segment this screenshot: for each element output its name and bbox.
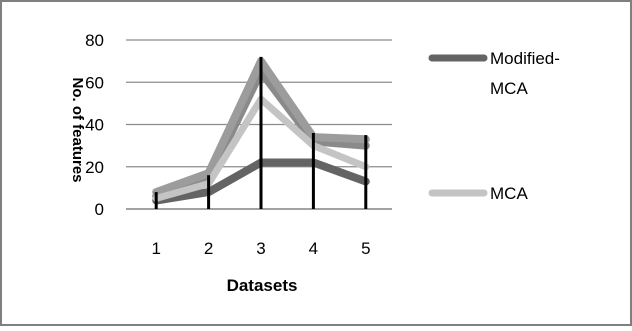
x-tick-label: 2	[204, 239, 213, 258]
grid-layer	[126, 39, 392, 210]
y-tick-label: 20	[85, 158, 104, 177]
y-axis-title: No. of features	[69, 77, 86, 182]
legend-label: Modified-MCA	[490, 49, 560, 98]
y-tick-label: 0	[95, 200, 104, 219]
legend-label: MCA	[490, 184, 528, 203]
legend: Modified-MCA MCA	[428, 49, 560, 203]
x-tick-label: 4	[309, 239, 318, 258]
x-axis-title: Datasets	[227, 276, 298, 295]
x-tick-label: 5	[361, 239, 370, 258]
drop-line-layer	[154, 56, 368, 209]
y-tick-label: 40	[85, 116, 104, 135]
tick-label-layer: 0 20 40 60 80 1 2 3 4 5	[85, 31, 370, 258]
x-tick-label: 1	[151, 239, 160, 258]
y-tick-label: 80	[85, 31, 104, 50]
y-tick-label: 60	[85, 73, 104, 92]
x-tick-label: 3	[256, 239, 265, 258]
